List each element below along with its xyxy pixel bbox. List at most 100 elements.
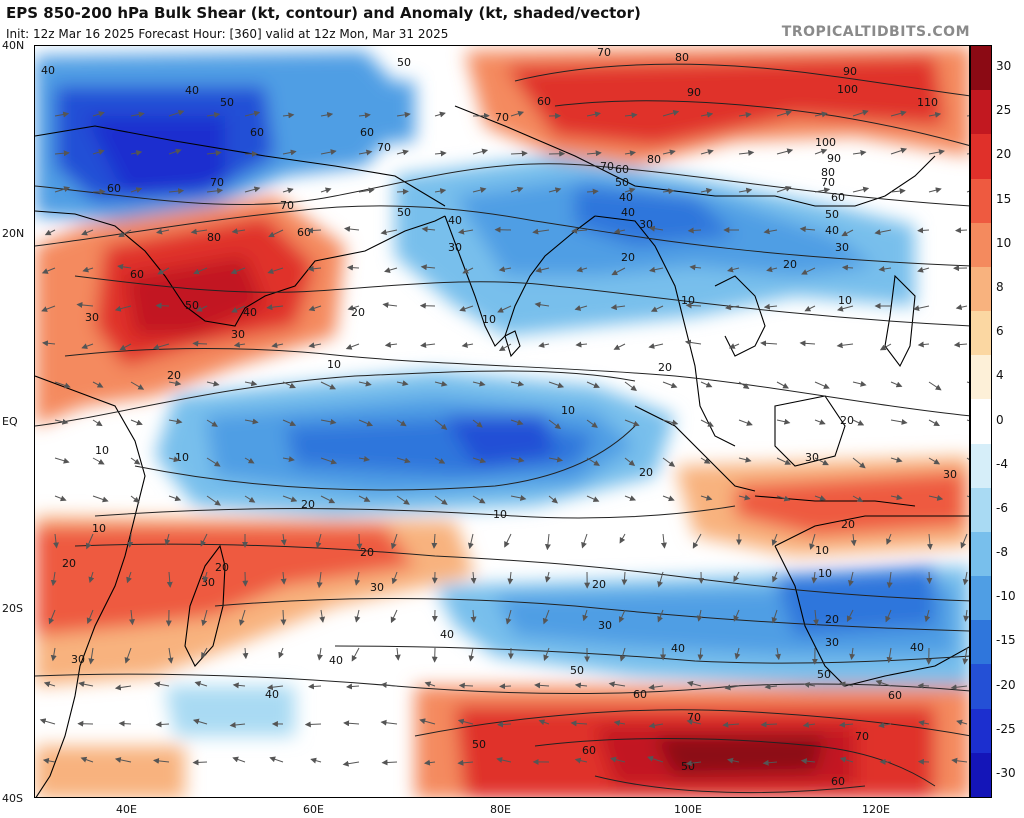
wind-vector: [457, 759, 474, 766]
contour-label: 20: [639, 466, 653, 479]
wind-vector: [648, 343, 664, 349]
contour-label: 60: [888, 689, 902, 702]
wind-vector: [358, 495, 371, 502]
colorbar-segment: [971, 531, 991, 577]
wind-vector: [282, 187, 294, 194]
wind-vector: [458, 228, 474, 235]
wind-vector: [320, 187, 332, 194]
wind-vector: [118, 229, 132, 238]
wind-vector: [310, 757, 322, 764]
colorbar-segment: [971, 311, 991, 356]
wind-vector: [510, 150, 528, 157]
lat-label-40n: 40N: [2, 39, 25, 52]
wind-vector: [852, 149, 867, 156]
wind-vector: [879, 343, 892, 351]
wind-vector: [282, 112, 295, 119]
wind-vector: [535, 266, 550, 273]
wind-vector: [571, 227, 588, 234]
wind-vector: [233, 341, 246, 348]
wind-vector: [852, 380, 867, 387]
contour-label: 90: [843, 65, 857, 78]
contour-label: 20: [841, 518, 855, 531]
wind-vector: [130, 187, 143, 193]
wind-vector: [41, 305, 56, 312]
wind-vector: [722, 721, 740, 728]
contour-label: 50: [185, 299, 199, 312]
wind-vector: [390, 609, 398, 624]
wind-vector: [649, 266, 664, 273]
wind-vector: [267, 267, 284, 275]
wind-vector: [738, 187, 753, 194]
wind-vector: [420, 264, 436, 271]
wind-vector: [192, 718, 208, 725]
wind-vector: [776, 381, 789, 389]
wind-vector: [918, 720, 930, 726]
wind-vector: [738, 381, 750, 389]
wind-vector: [662, 495, 675, 502]
lon-label-80e: 80E: [490, 803, 511, 816]
wind-vector: [874, 229, 892, 236]
wind-vector: [890, 381, 903, 388]
wind-vector: [280, 533, 287, 546]
wind-vector: [618, 609, 626, 623]
wind-vector: [581, 533, 588, 549]
wind-vector: [886, 571, 893, 589]
wind-vector: [244, 380, 258, 387]
contour-label: 40: [329, 654, 343, 667]
wind-vector: [239, 609, 246, 626]
wind-vector: [951, 757, 968, 764]
wind-vector: [92, 111, 105, 117]
wind-vector: [809, 533, 816, 550]
wind-vector: [343, 720, 360, 727]
wind-vector: [358, 112, 371, 119]
contour-label: 20: [301, 498, 315, 511]
wind-vector: [776, 418, 791, 425]
wind-vector: [586, 457, 600, 466]
wind-vector: [733, 609, 740, 622]
wind-vector: [647, 755, 664, 763]
wind-vector: [766, 266, 778, 273]
wind-vector: [320, 495, 336, 504]
wind-vector: [472, 380, 486, 387]
lon-label-60e: 60E: [303, 803, 324, 816]
wind-vector: [724, 684, 740, 691]
wind-vector: [917, 682, 930, 689]
contour-label: 50: [472, 738, 486, 751]
wind-vector: [130, 457, 141, 465]
wind-vector: [544, 533, 551, 551]
wind-vector: [92, 149, 105, 155]
wind-vector: [156, 228, 170, 235]
wind-vector: [53, 533, 59, 549]
wind-vector: [193, 267, 208, 275]
colorbar-label: -4: [996, 456, 1008, 471]
lat-label-20n: 20N: [2, 227, 25, 240]
colorbar-segment: [971, 708, 991, 753]
wind-vector: [358, 455, 370, 462]
contour-label: 40: [41, 64, 55, 77]
wind-vector: [878, 266, 892, 272]
colorbar-label: 30: [996, 59, 1012, 74]
wind-vector: [206, 457, 221, 467]
wind-vector: [81, 229, 94, 236]
wind-vector: [962, 571, 969, 586]
wind-vector: [351, 647, 360, 662]
wind-vector: [43, 681, 56, 688]
wind-vector: [771, 533, 778, 546]
wind-vector: [924, 609, 931, 623]
wind-vector: [434, 457, 446, 464]
wind-vector: [497, 305, 512, 313]
wind-vector: [662, 419, 679, 426]
lat-label-20s: 20S: [2, 602, 23, 615]
wind-vector: [152, 343, 170, 350]
wind-vector: [41, 267, 56, 274]
wind-vector: [232, 682, 246, 689]
wind-vector: [434, 419, 448, 430]
colorbar-label: 4: [996, 368, 1004, 383]
brand-watermark: TROPICALTIDBITS.COM: [781, 24, 970, 40]
wind-vector: [775, 647, 781, 661]
wind-vector: [619, 533, 626, 544]
wind-vector: [54, 418, 69, 425]
contour-label: 30: [943, 468, 957, 481]
contour-label: 90: [687, 86, 701, 99]
wind-vector: [206, 380, 220, 387]
